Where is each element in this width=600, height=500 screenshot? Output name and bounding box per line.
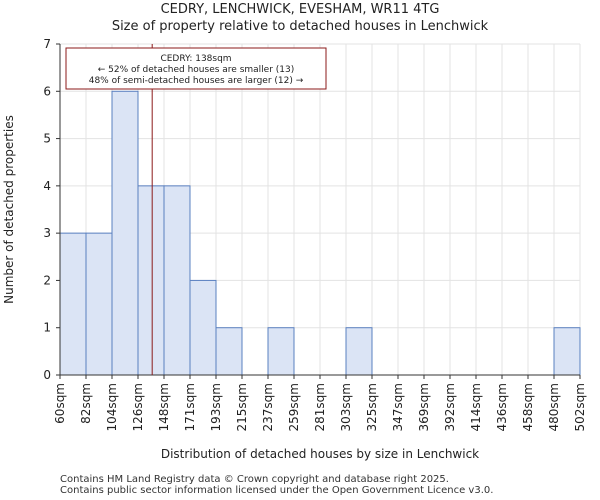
y-tick-label: 1 [43,321,51,335]
x-tick-label: 104sqm [105,383,119,431]
histogram-bar [215,327,243,376]
histogram-bar [85,232,113,376]
footer-copyright: Contains HM Land Registry data © Crown c… [60,474,449,485]
histogram-bar [59,232,87,376]
x-tick-label: 303sqm [339,383,353,431]
histogram-bar [137,185,165,376]
y-tick-label: 3 [43,226,51,240]
x-tick-label: 392sqm [443,383,457,431]
x-tick-label: 281sqm [313,383,327,431]
x-tick-label: 436sqm [495,383,509,431]
y-tick-label: 0 [43,368,51,382]
x-tick-label: 126sqm [131,383,145,431]
annotation-line: ← 52% of detached houses are smaller (13… [98,65,295,75]
x-tick-label: 458sqm [521,383,535,431]
histogram-bar [189,279,217,376]
x-tick-label: 171sqm [183,383,197,431]
annotation-box [65,47,327,90]
histogram-bar [267,327,295,376]
x-tick-label: 60sqm [53,383,67,424]
x-tick-label: 480sqm [547,383,561,431]
chart-subtitle: Size of property relative to detached ho… [111,19,489,34]
x-tick-label: 347sqm [391,383,405,431]
y-tick-label: 2 [43,273,51,287]
x-tick-label: 193sqm [209,383,223,431]
chart-title: CEDRY, LENCHWICK, EVESHAM, WR11 4TG [160,2,440,17]
x-tick-label: 414sqm [469,383,483,431]
y-tick-label: 5 [43,132,51,146]
x-tick-label: 215sqm [235,383,249,431]
x-tick-label: 148sqm [157,383,171,431]
x-tick-label: 237sqm [261,383,275,431]
x-axis-label: Distribution of detached houses by size … [161,447,479,461]
x-tick-label: 325sqm [365,383,379,431]
annotation-line: 48% of semi-detached houses are larger (… [89,76,304,86]
x-tick-label: 82sqm [79,383,93,424]
y-tick-label: 7 [43,37,51,51]
footer-licence: Contains public sector information licen… [60,485,494,496]
y-tick-label: 6 [43,84,51,98]
histogram-bar [111,90,139,376]
annotation-line: CEDRY: 138sqm [160,54,231,64]
y-tick-label: 4 [43,179,51,193]
histogram-bar [345,327,373,376]
histogram-bar [553,327,581,376]
x-tick-label: 502sqm [573,383,587,431]
x-tick-label: 259sqm [287,383,301,431]
histogram-bar [163,185,191,376]
y-axis-label: Number of detached properties [2,115,16,304]
x-tick-label: 369sqm [417,383,431,431]
